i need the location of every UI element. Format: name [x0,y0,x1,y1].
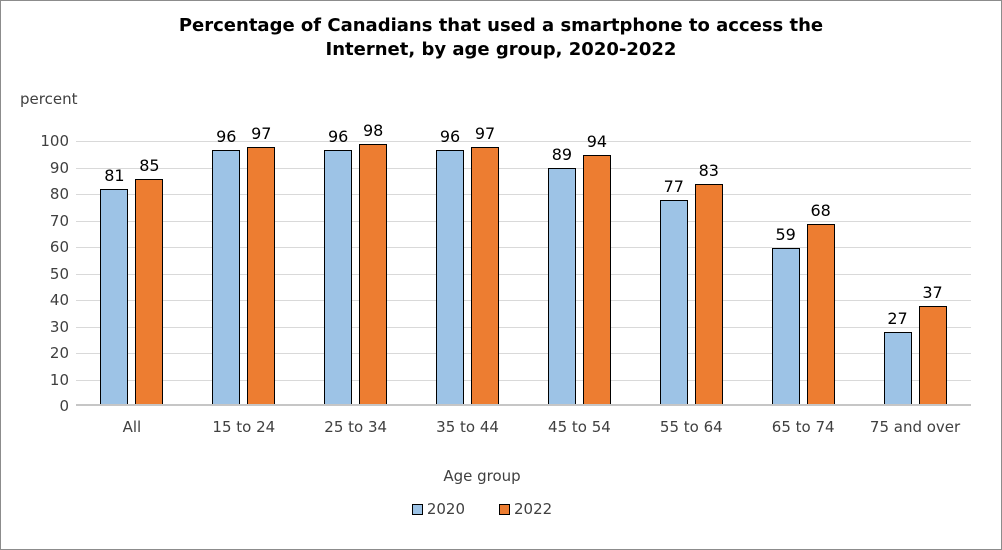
gridline-80 [76,194,971,195]
bar-group-1: 96 97 [188,124,300,404]
bar-group-6: 59 68 [747,201,859,404]
bar-group-2: 96 98 [300,121,412,404]
chart-title-line2: Internet, by age group, 2020-2022 [325,39,677,61]
bar-value-label-2020-7: 27 [887,309,908,329]
y-tick-label-60: 60 [49,238,69,256]
bar-2022-4 [582,154,611,404]
x-tick-label-3: 35 to 44 [436,418,499,436]
bar-wrap-2020-6: 59 [771,224,800,404]
bar-wrap-2020-2: 96 [324,126,353,404]
chart-title: Percentage of Canadians that used a smar… [1,14,1001,63]
legend-item-2022: 2022 [499,500,552,518]
x-axis-title: Age group [443,467,521,485]
bar-value-label-2020-3: 96 [439,126,461,146]
bar-wrap-2020-5: 77 [659,176,688,404]
legend-label-2020: 2020 [426,500,465,518]
bar-wrap-2022-1: 97 [247,123,276,404]
bar-2020-2 [324,149,353,404]
bar-wrap-2020-0: 81 [100,166,129,404]
bar-value-label-2020-5: 77 [663,176,684,196]
y-tick-label-30: 30 [49,317,69,336]
plot-area: 81 85 96 97 96 98 96 97 89 94 77 83 59 68 27 37 [76,121,971,406]
bar-group-5: 77 83 [635,161,747,404]
bar-2022-2 [359,144,388,404]
x-tick-label-7: 75 and over [869,418,961,436]
bar-wrap-2022-4: 94 [582,131,611,404]
y-axis-title: percent [20,90,78,108]
bar-wrap-2022-5: 83 [694,161,723,404]
bar-wrap-2020-7: 27 [883,309,912,404]
y-tick-label-20: 20 [49,344,69,362]
bar-2020-1 [212,149,241,404]
y-tick-label-100: 100 [40,132,69,150]
bar-value-label-2020-4: 89 [551,145,573,165]
bar-2022-7 [918,305,947,404]
bar-group-4: 89 94 [524,132,636,404]
bar-wrap-2022-2: 98 [359,121,388,404]
x-tick-label-6: 65 to 74 [771,418,835,436]
gridline-70 [76,220,971,222]
legend-swatch-2020 [411,503,423,515]
legend: 2020 2022 [1,500,963,518]
gridline-100 [76,141,971,142]
bar-value-label-2022-0: 85 [139,155,160,175]
bar-group-3: 96 97 [412,124,524,404]
bar-wrap-2020-3: 96 [436,126,465,404]
bar-value-label-2022-1: 97 [251,123,272,143]
bar-wrap-2022-6: 68 [806,200,835,404]
gridline-30 [76,326,971,328]
bar-wrap-2020-4: 89 [547,145,576,404]
bar-2020-4 [547,168,576,404]
bar-value-label-2022-4: 94 [586,131,608,151]
y-tick-label-80: 80 [49,185,69,203]
x-tick-label-0: All [122,418,142,436]
legend-swatch-2022 [499,503,510,515]
bar-wrap-2022-7: 37 [918,282,947,404]
gridline-20 [76,353,971,354]
bar-2022-6 [806,223,835,404]
x-tick-label-4: 45 to 54 [548,418,611,436]
bar-2020-0 [100,189,129,404]
bar-value-label-2022-3: 97 [474,123,496,143]
bar-value-label-2020-1: 96 [216,126,237,146]
bar-2022-0 [135,178,164,404]
bar-2020-6 [771,247,800,404]
gridline-60 [76,247,971,248]
gridline-50 [76,273,971,275]
bar-wrap-2020-1: 96 [212,126,241,404]
bar-value-label-2022-7: 37 [922,282,943,302]
bar-2020-7 [883,332,912,404]
x-tick-label-2: 25 to 34 [324,418,388,436]
bar-wrap-2022-0: 85 [135,155,164,404]
y-tick-label-70: 70 [49,211,69,230]
bar-group-7: 27 37 [859,283,971,404]
bar-group-0: 81 85 [76,156,188,404]
bar-2020-3 [436,149,465,404]
bar-value-label-2022-2: 98 [363,121,384,141]
bar-value-label-2020-0: 81 [104,166,125,186]
gridline-10 [76,379,971,381]
bar-2022-5 [694,184,723,404]
legend-label-2022: 2022 [514,500,553,518]
y-tick-label-10: 10 [49,370,69,389]
bar-value-label-2020-2: 96 [328,126,349,146]
y-tick-label-50: 50 [49,264,69,283]
chart-title-line1: Percentage of Canadians that used a smar… [178,15,824,36]
bar-2020-5 [659,199,688,404]
bar-2022-3 [471,146,500,404]
bar-2022-1 [247,146,276,404]
legend-item-2020: 2020 [411,500,465,518]
bar-value-label-2022-6: 68 [810,200,831,220]
bar-value-label-2020-6: 59 [775,224,796,244]
y-tick-label-40: 40 [49,291,69,309]
y-tick-label-90: 90 [49,158,69,177]
x-tick-label-5: 55 to 64 [659,418,723,436]
y-tick-label-0: 0 [59,397,69,415]
gridline-40 [76,300,971,301]
bar-wrap-2022-3: 97 [471,123,500,404]
bar-value-label-2022-5: 83 [698,161,719,181]
x-tick-label-1: 15 to 24 [212,418,276,436]
gridline-90 [76,167,971,169]
